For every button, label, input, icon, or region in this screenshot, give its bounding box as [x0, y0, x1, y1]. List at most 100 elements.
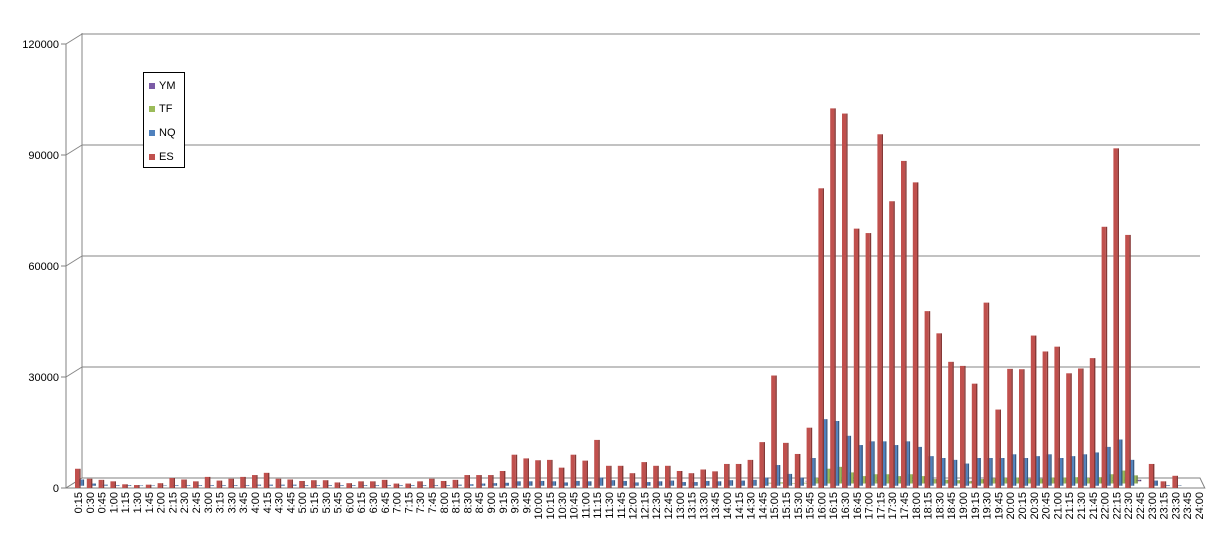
- bar-es: [75, 468, 80, 488]
- legend-label-tf: TF: [159, 103, 173, 115]
- gridline-depth: [65, 255, 83, 267]
- bar-side-nq: [342, 485, 344, 486]
- bar-es: [299, 480, 304, 488]
- bar-side-nq: [212, 485, 214, 486]
- bar-side-es: [1105, 226, 1108, 488]
- bar-side-nq: [118, 485, 120, 486]
- x-tick-label: 1:15: [120, 492, 132, 513]
- x-tick-label: 14:30: [746, 492, 758, 520]
- bar-side-es: [551, 459, 553, 488]
- bar-side-es: [409, 483, 411, 488]
- x-tick-label: 2:15: [167, 492, 179, 513]
- bar-es: [700, 469, 705, 488]
- bar-side-nq: [778, 465, 781, 486]
- bar-side-es: [315, 480, 317, 488]
- x-tick-label: 4:30: [274, 492, 286, 513]
- bar-side-es: [834, 108, 836, 488]
- x-tick-label: 15:30: [793, 492, 805, 520]
- bar-side-es: [940, 333, 942, 488]
- bar-es: [134, 485, 139, 488]
- x-tick-label: 4:45: [285, 492, 297, 513]
- bar-side-es: [338, 482, 341, 488]
- bar-side-es: [1046, 351, 1049, 488]
- bar-side-nq: [542, 480, 545, 486]
- bar-es: [370, 481, 375, 488]
- bar-side-es: [1058, 346, 1060, 488]
- bar-side-nq: [153, 485, 155, 486]
- bar-side-es: [1082, 368, 1084, 488]
- gridline-depth: [65, 33, 83, 45]
- bar-side-es: [445, 480, 447, 488]
- bar-side-es: [114, 481, 116, 488]
- bar-side-es: [1094, 358, 1096, 488]
- bar-side-nq: [306, 485, 309, 486]
- bar-side-es: [303, 480, 305, 488]
- bar-side-es: [492, 475, 494, 488]
- bar-side-nq: [495, 483, 498, 486]
- bar-side-es: [1117, 148, 1119, 488]
- x-tick-label: 5:15: [309, 492, 321, 513]
- bar-es: [511, 454, 516, 488]
- bar-side-es: [150, 484, 152, 488]
- bar-es: [547, 459, 552, 488]
- bar-es: [240, 476, 245, 488]
- bar-side-nq: [365, 485, 368, 486]
- bar-es: [358, 481, 363, 488]
- x-tick-label: 20:45: [1041, 492, 1053, 520]
- bar-side-nq: [436, 485, 439, 486]
- bar-side-es: [657, 465, 659, 488]
- bar-side-es: [456, 479, 459, 488]
- bar-es: [322, 480, 327, 488]
- bar-side-es: [539, 460, 541, 488]
- legend-swatch-tf: [149, 106, 155, 112]
- bar-side-es: [987, 302, 990, 488]
- bar-side-es: [527, 458, 529, 488]
- bar-es: [193, 481, 198, 488]
- bar-side-es: [1164, 481, 1167, 488]
- x-tick-label: 17:45: [899, 492, 911, 520]
- bar-es: [464, 475, 469, 488]
- bar-es: [346, 483, 351, 488]
- bar-es: [122, 484, 127, 488]
- bar-side-nq: [224, 485, 226, 486]
- bar-side-es: [232, 478, 234, 488]
- x-tick-label: 21:45: [1088, 492, 1100, 520]
- bar-es: [311, 480, 316, 488]
- bar-es: [830, 108, 835, 488]
- x-tick-label: 13:15: [687, 492, 699, 520]
- x-tick-label: 6:30: [368, 492, 380, 513]
- bar-side-nq: [200, 485, 203, 486]
- bar-side-nq: [1026, 458, 1029, 486]
- bar-side-es: [952, 361, 954, 488]
- bar-side-nq: [283, 484, 285, 486]
- legend-item-ym: YM: [149, 79, 176, 93]
- bar-side-es: [645, 462, 647, 488]
- x-tick-label: 4:00: [250, 492, 262, 513]
- bar-side-es: [374, 481, 376, 488]
- bar-side-es: [586, 460, 588, 488]
- bar-side-nq: [955, 459, 958, 486]
- bar-side-es: [976, 383, 978, 488]
- legend-item-es: ES: [149, 150, 174, 164]
- x-tick-label: 7:00: [392, 492, 404, 513]
- bar-side-es: [197, 481, 199, 488]
- bar-side-es: [433, 478, 435, 488]
- x-axis: 0:15 0:30 0:45 1:00 1:15 1:30 1:45 2:00 2:15 2:30…: [73, 492, 1206, 520]
- bar-side-nq: [932, 456, 934, 486]
- x-tick-label: 8:00: [439, 492, 451, 513]
- bar-side-nq: [861, 445, 863, 486]
- bar-side-es: [822, 188, 824, 489]
- bar-side-es: [397, 483, 400, 488]
- x-tick-label: 19:45: [993, 492, 1005, 520]
- bar-es: [865, 233, 870, 488]
- bar-side-nq: [578, 480, 580, 486]
- bar-es: [488, 475, 493, 488]
- bar-side-nq: [448, 485, 450, 486]
- bar-side-es: [633, 473, 636, 488]
- bar-es: [759, 442, 764, 488]
- gridline-depth: [65, 366, 83, 378]
- bar-side-nq: [979, 458, 981, 486]
- bar-es: [181, 479, 186, 488]
- x-tick-label: 7:15: [403, 492, 415, 513]
